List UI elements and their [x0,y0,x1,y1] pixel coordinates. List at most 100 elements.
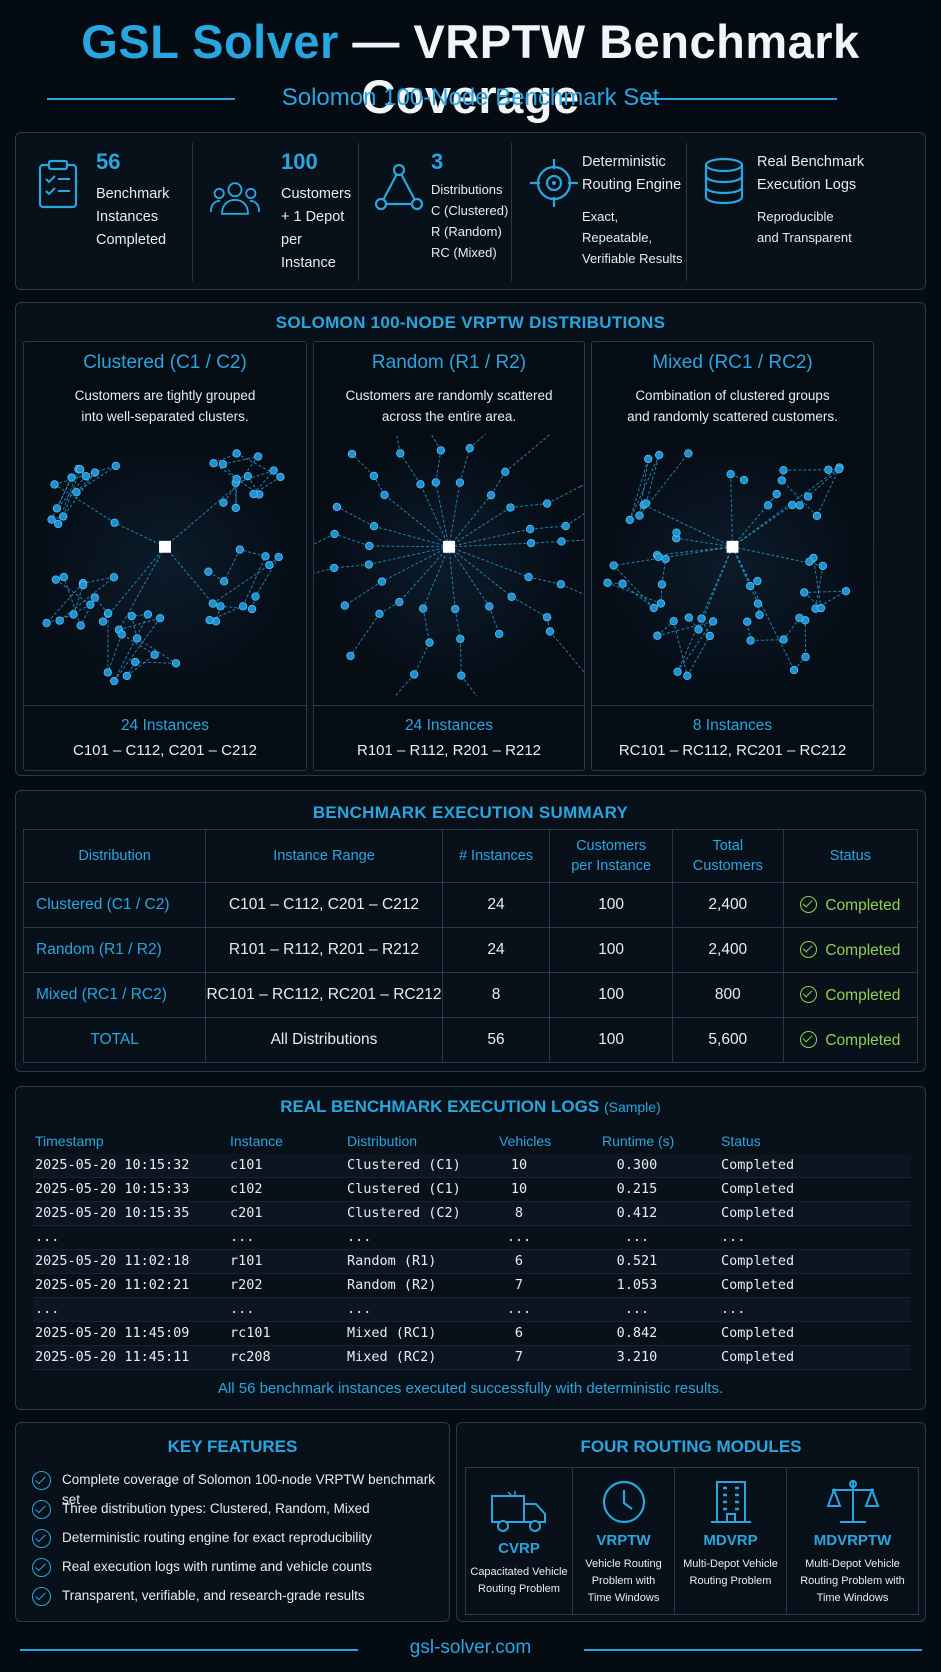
log-row: 2025-05-20 11:02:18 r101 Random (R1) 6 0.521… [33,1250,911,1274]
customer-node [789,665,799,675]
route-edge [334,564,369,569]
log-cell: ... [721,1301,746,1317]
route-edge [730,474,733,547]
feature-text: Real execution logs with runtime and veh… [62,1559,372,1574]
summary-header-row: Distribution Instance Range # Instances … [22,829,919,883]
log-cell: 7 [514,1349,524,1365]
stat-line: and Transparent [757,230,852,245]
log-cell: Completed [721,1277,795,1293]
logs-title-text: REAL BENCHMARK EXECUTION LOGS [280,1097,600,1116]
customer-node [50,480,59,489]
route-edge [76,472,96,493]
customer-node [526,538,536,548]
col-header: Instance [230,1133,283,1149]
stat-distributions: 3 Distributions C (Clustered) R (Random)… [373,143,513,281]
customer-node [557,537,566,546]
subtitle-divider-right [646,98,837,100]
stat-label: Benchmark Instances Completed [96,183,169,252]
route-edge [422,546,450,609]
log-row: 2025-05-20 10:15:33 c102 Clustered (C1) 10 0… [33,1178,911,1202]
check-circle-icon [32,1500,51,1519]
feature-item: Three distribution types: Clustered, Ran… [32,1499,442,1528]
dist-footer: 24 Instances R101 – R112, R201 – R212 [314,705,584,770]
footer-link[interactable]: gsl-solver.com [409,1637,532,1658]
route-edge [629,454,660,521]
module-name: VRPTW [596,1532,651,1549]
log-cell: ... [506,1229,532,1245]
route-edge [242,556,266,607]
logs-table: 2025-05-20 10:15:32 c101 Clustered (C1) 10 0… [33,1154,911,1370]
customer-node [69,610,78,619]
route-edge [46,582,84,624]
dist-footer: 24 Instances C101 – C112, C201 – C212 [24,705,306,770]
route-edge [511,596,548,618]
stat-value: 56 [96,149,121,174]
customer-node [603,578,612,588]
customer-node [486,491,496,500]
route-edge [560,583,584,595]
module-desc-line: Routing Problem [689,1575,772,1587]
route-edge [677,546,733,672]
log-cell: 2025-05-20 10:15:33 [35,1181,190,1197]
module-description: Capacitated Vehicle Routing Problem [466,1564,572,1598]
module-desc-line: Vehicle Routing [585,1558,662,1570]
customer-node [673,667,682,676]
stat-divider [686,143,687,281]
route-edge [448,507,511,548]
customer-node [410,670,419,679]
customer-node [104,608,113,618]
customer-node [251,592,260,601]
modules-title: FOUR ROUTING MODULES [580,1437,802,1456]
customer-node [209,459,218,468]
route-edge [336,506,375,527]
customer-node [465,443,474,453]
route-edge [351,453,375,477]
stat-logs: Real Benchmark Execution Logs Reproducib… [701,143,921,281]
route-edge [643,504,733,548]
stat-line: RC (Mixed) [431,245,497,260]
dist-instance-range: RC101 – RC112, RC201 – RC212 [618,742,847,759]
customer-node [253,452,263,461]
customer-node [641,499,651,508]
route-edge [686,635,711,677]
route-edge [454,609,461,640]
route-edge [661,558,667,585]
customer-node [683,671,692,680]
log-cell: ... [347,1301,372,1317]
log-cell: Completed [721,1349,795,1365]
dist-name: Mixed (RC1 / RC2) [652,352,813,373]
summary-table: Distribution Instance Range # Instances … [22,829,919,1063]
customer-node [431,478,440,487]
dist-instance-range: C101 – C112, C201 – C212 [72,742,257,759]
log-cell: Clustered (C1) [347,1157,461,1173]
route-edge [815,565,824,609]
dist-desc-line: Combination of clustered groups [635,388,830,403]
stat-engine: Deterministic Routing Engine Exact, Repe… [528,143,688,281]
log-cell: 8 [514,1205,524,1221]
col-header: Status [782,829,919,883]
customer-node [834,465,844,474]
log-cell: Completed [721,1205,795,1221]
route-edge [384,494,450,548]
stat-line: Exact, Repeatable, [582,209,653,245]
customer-node [249,489,258,499]
table-cell: 5,600 [671,1017,784,1063]
customer-node [78,580,88,590]
module-desc-line: Problem with [591,1575,656,1587]
route-edge [381,546,450,583]
customer-node [329,563,339,573]
check-circle-icon [32,1471,51,1490]
stat-line: Reproducible [757,209,834,224]
stat-line: Distributions [431,182,503,197]
col-header: Timestamp [35,1133,104,1149]
summary-title: BENCHMARK EXECUTION SUMMARY [312,803,629,822]
col-header: Total Customers [671,829,784,883]
feature-item: Transparent, verifiable, and research-gr… [32,1586,442,1615]
customer-node [653,631,662,640]
route-edge [314,567,335,574]
route-edge [448,546,512,598]
customer-node [276,472,285,482]
log-cell: 1.053 [616,1277,658,1293]
customer-node [542,499,552,508]
triangle-nodes-icon [374,163,424,211]
